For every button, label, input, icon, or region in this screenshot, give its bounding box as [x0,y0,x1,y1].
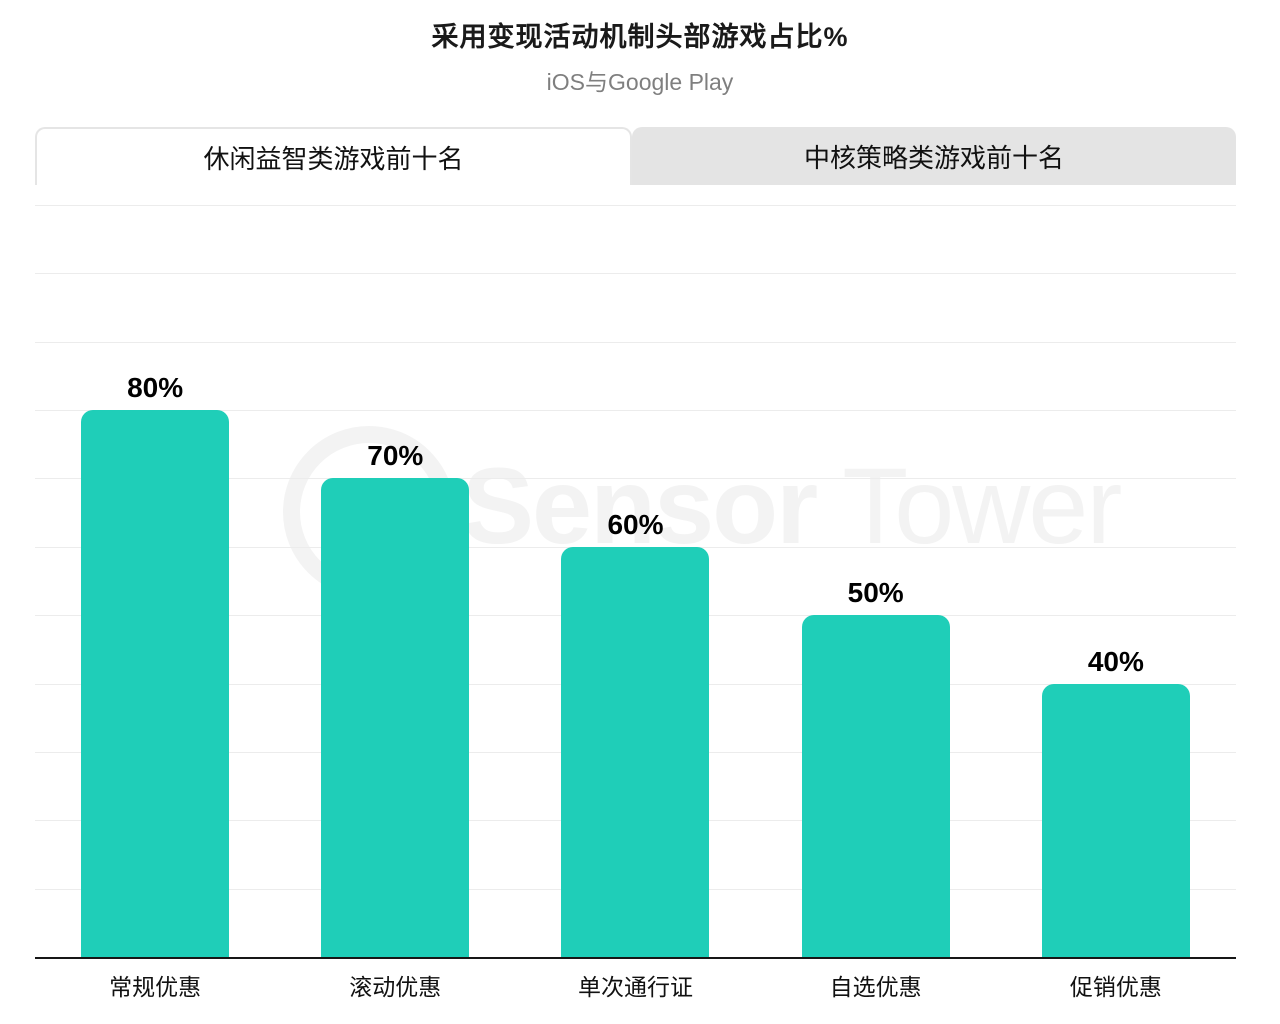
bar-group: 40% [996,205,1236,957]
bar: 70% [321,440,470,957]
bar: 50% [801,577,950,957]
chart-subtitle: iOS与Google Play [546,69,734,95]
gridline [35,478,1236,480]
bar-group: 50% [756,205,996,957]
gridline [35,410,1236,412]
category-label: 促销优惠 [1069,974,1162,1000]
bar-group: 70% [275,205,515,957]
watermark-text-light: Tower [842,445,1122,566]
bars-row: 80% 70% 60% 50% 40% [35,205,1236,957]
tab-casual-puzzle-top10[interactable]: 休闲益智类游戏前十名 [35,127,632,185]
bar: 80% [81,372,230,957]
bar-group: 60% [515,205,755,957]
gridline [35,205,1236,206]
bar: 60% [561,509,710,957]
tab-label: 休闲益智类游戏前十名 [203,143,464,174]
tab-label: 中核策略类游戏前十名 [803,142,1064,173]
bar-value-label: 60% [607,508,664,540]
gridline [35,341,1236,343]
bar-value-label: 40% [1087,645,1144,677]
category-label: 自选优惠 [829,974,922,1000]
bar: 40% [1041,646,1190,957]
sensortower-watermark: Sensor Tower [462,452,1122,560]
bar-value-label: 80% [127,372,184,404]
watermark-text-bold: Sensor [462,445,818,566]
tab-bar: 休闲益智类游戏前十名 中核策略类游戏前十名 [35,127,1236,185]
bar-value-label: 70% [367,440,424,472]
category-label: 单次通行证 [577,974,693,1000]
tab-midcore-strategy-top10[interactable]: 中核策略类游戏前十名 [632,127,1236,185]
bar-group: 80% [35,205,275,957]
bar-value-label: 50% [847,577,904,609]
gridline [35,273,1236,275]
category-label: 滚动优惠 [349,974,442,1000]
chart-title: 采用变现活动机制头部游戏占比% [431,22,849,52]
category-label: 常规优惠 [109,974,202,1000]
category-axis: 常规优惠 滚动优惠 单次通行证 自选优惠 促销优惠 [35,968,1236,1002]
